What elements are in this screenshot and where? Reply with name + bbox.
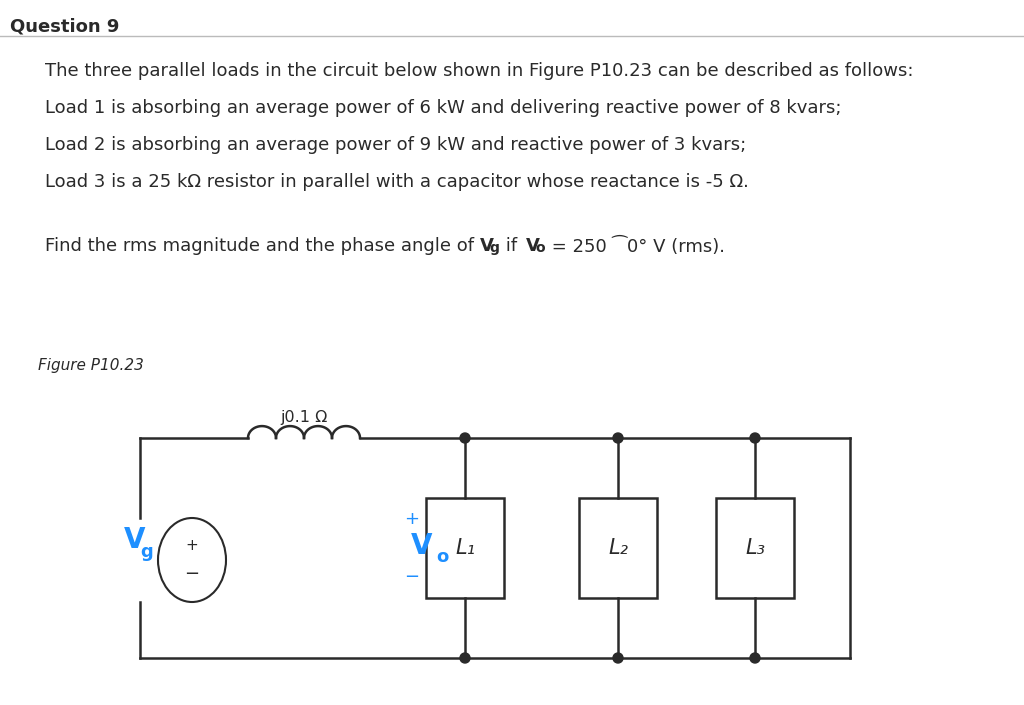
Text: V: V — [525, 237, 540, 255]
Text: −: − — [184, 565, 200, 583]
Circle shape — [613, 653, 623, 663]
Text: L₂: L₂ — [608, 538, 628, 558]
Text: Load 2 is absorbing an average power of 9 kW and reactive power of 3 kvars;: Load 2 is absorbing an average power of … — [45, 136, 746, 154]
Text: V: V — [124, 526, 145, 554]
Text: j0.1 Ω: j0.1 Ω — [281, 410, 328, 425]
Text: Question 9: Question 9 — [10, 18, 120, 36]
Text: o: o — [436, 548, 449, 566]
Text: +: + — [185, 539, 199, 553]
Bar — [716, 498, 794, 598]
Bar — [426, 498, 504, 598]
Text: L₃: L₃ — [745, 538, 765, 558]
Text: −: − — [404, 568, 420, 586]
Circle shape — [460, 653, 470, 663]
Text: V: V — [480, 237, 494, 255]
Circle shape — [460, 433, 470, 443]
Text: The three parallel loads in the circuit below shown in Figure P10.23 can be desc: The three parallel loads in the circuit … — [45, 62, 913, 80]
Text: V: V — [411, 532, 432, 560]
Text: o: o — [536, 241, 546, 255]
Text: +: + — [404, 510, 420, 528]
Text: L₁: L₁ — [455, 538, 475, 558]
Circle shape — [613, 433, 623, 443]
Text: g: g — [140, 543, 153, 561]
Text: Find the rms magnitude and the phase angle of: Find the rms magnitude and the phase ang… — [45, 237, 480, 255]
Text: = 250 ⁀0° V (rms).: = 250 ⁀0° V (rms). — [546, 237, 725, 256]
Text: g: g — [489, 241, 500, 255]
Bar — [579, 498, 657, 598]
Circle shape — [750, 653, 760, 663]
Text: Load 1 is absorbing an average power of 6 kW and delivering reactive power of 8 : Load 1 is absorbing an average power of … — [45, 99, 842, 117]
Text: Figure P10.23: Figure P10.23 — [38, 358, 144, 373]
Text: if: if — [500, 237, 522, 255]
Text: Load 3 is a 25 kΩ resistor in parallel with a capacitor whose reactance is -5 Ω.: Load 3 is a 25 kΩ resistor in parallel w… — [45, 173, 749, 191]
Circle shape — [750, 433, 760, 443]
